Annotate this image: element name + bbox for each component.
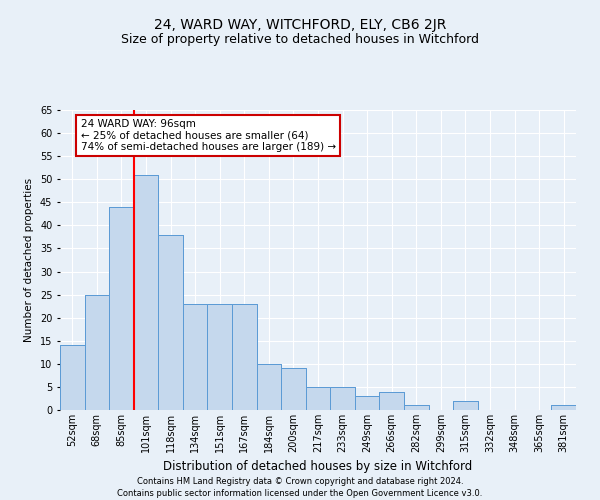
Bar <box>60 346 85 410</box>
Bar <box>379 392 404 410</box>
Bar <box>134 174 158 410</box>
Bar <box>404 406 428 410</box>
Text: Size of property relative to detached houses in Witchford: Size of property relative to detached ho… <box>121 32 479 46</box>
Bar <box>551 406 576 410</box>
Text: Contains HM Land Registry data © Crown copyright and database right 2024.: Contains HM Land Registry data © Crown c… <box>137 478 463 486</box>
Bar <box>60 346 85 410</box>
Bar <box>355 396 379 410</box>
Bar <box>306 387 330 410</box>
Bar <box>183 304 208 410</box>
Bar <box>281 368 306 410</box>
Bar <box>453 401 478 410</box>
Bar <box>109 207 134 410</box>
Bar <box>158 234 183 410</box>
Bar <box>404 406 428 410</box>
Bar <box>134 174 158 410</box>
Bar <box>257 364 281 410</box>
Bar <box>330 387 355 410</box>
Text: 24, WARD WAY, WITCHFORD, ELY, CB6 2JR: 24, WARD WAY, WITCHFORD, ELY, CB6 2JR <box>154 18 446 32</box>
Bar <box>453 401 478 410</box>
Text: Contains public sector information licensed under the Open Government Licence v3: Contains public sector information licen… <box>118 489 482 498</box>
Bar <box>257 364 281 410</box>
Bar <box>109 207 134 410</box>
Bar <box>355 396 379 410</box>
Bar <box>85 294 109 410</box>
Bar <box>232 304 257 410</box>
Bar <box>330 387 355 410</box>
Bar <box>208 304 232 410</box>
X-axis label: Distribution of detached houses by size in Witchford: Distribution of detached houses by size … <box>163 460 473 473</box>
Bar <box>208 304 232 410</box>
Bar <box>306 387 330 410</box>
Bar <box>158 234 183 410</box>
Bar <box>85 294 109 410</box>
Bar <box>281 368 306 410</box>
Bar <box>379 392 404 410</box>
Y-axis label: Number of detached properties: Number of detached properties <box>25 178 34 342</box>
Bar <box>183 304 208 410</box>
Text: 24 WARD WAY: 96sqm
← 25% of detached houses are smaller (64)
74% of semi-detache: 24 WARD WAY: 96sqm ← 25% of detached hou… <box>80 119 336 152</box>
Bar <box>551 406 576 410</box>
Bar <box>232 304 257 410</box>
